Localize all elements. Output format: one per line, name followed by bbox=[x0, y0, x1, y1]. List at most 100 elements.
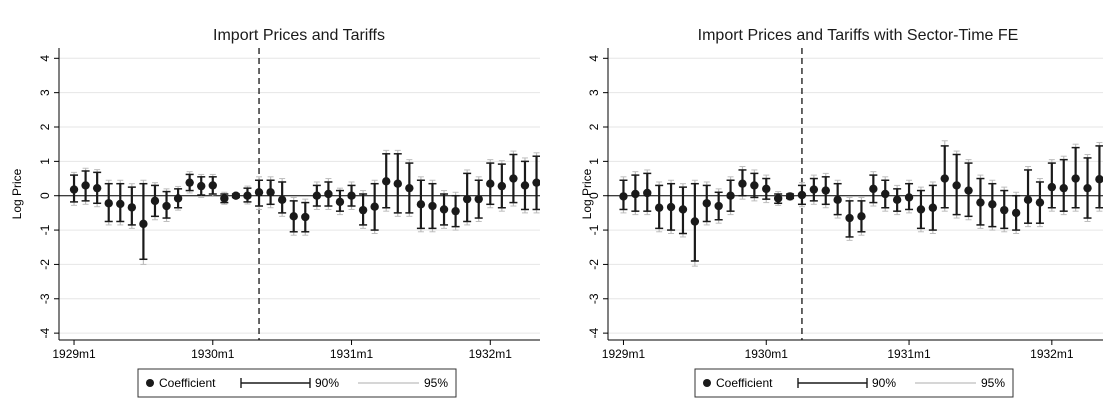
y-tick-label: -4 bbox=[587, 327, 601, 338]
y-tick-label: 1 bbox=[38, 158, 52, 165]
coefficient-point bbox=[738, 179, 747, 188]
coefficient-point bbox=[797, 190, 807, 200]
coefficient-point bbox=[266, 188, 275, 197]
coefficient-point bbox=[301, 212, 310, 222]
coefficient-point bbox=[976, 198, 985, 207]
coefficient-point bbox=[324, 189, 333, 199]
y-tick-label: 2 bbox=[38, 123, 52, 130]
coefficient-point bbox=[347, 191, 356, 200]
coefficient-point bbox=[358, 205, 368, 215]
coefficient-point bbox=[116, 199, 125, 209]
coefficient-point bbox=[486, 179, 495, 188]
y-tick-label: 3 bbox=[587, 89, 601, 96]
coefficient-point bbox=[277, 195, 287, 205]
coefficient-point bbox=[785, 192, 795, 201]
chart-title: Import Prices and Tariffs bbox=[213, 27, 385, 44]
coefficient-point bbox=[462, 194, 472, 204]
legend-ci90-label: 90% bbox=[872, 376, 896, 390]
y-tick-label: 0 bbox=[38, 192, 52, 199]
coefficient-point bbox=[289, 212, 298, 221]
legend-coefficient-marker bbox=[703, 379, 711, 387]
coefficient-point bbox=[185, 178, 194, 187]
coefficient-point bbox=[988, 200, 997, 209]
coefficient-point bbox=[197, 181, 206, 191]
coefficient-point bbox=[335, 197, 345, 207]
coefficient-point bbox=[773, 194, 783, 203]
coefficient-point bbox=[243, 191, 252, 200]
x-tick-label: 1929m1 bbox=[52, 347, 96, 361]
y-axis-label: Log Price bbox=[10, 168, 24, 219]
coefficient-point bbox=[1023, 195, 1033, 205]
x-tick-label: 1929m1 bbox=[602, 347, 646, 361]
legend-coefficient-label: Coefficient bbox=[716, 376, 773, 390]
coefficient-point bbox=[904, 193, 914, 202]
coefficient-point bbox=[231, 191, 241, 200]
legend-coefficient-label: Coefficient bbox=[159, 376, 216, 390]
coefficient-point bbox=[451, 206, 460, 216]
y-tick-label: -2 bbox=[38, 259, 52, 270]
y-axis-label: Log Price bbox=[580, 168, 594, 219]
data-marks bbox=[69, 149, 540, 265]
y-tick-label: -1 bbox=[587, 224, 601, 235]
y-tick-label: -3 bbox=[38, 293, 52, 304]
coefficient-point bbox=[69, 185, 79, 194]
coefficient-point bbox=[1000, 205, 1009, 215]
coefficient-point bbox=[940, 174, 949, 183]
coefficient-point bbox=[881, 189, 890, 199]
legend-coefficient-marker bbox=[146, 379, 154, 387]
legend-ci95-label: 95% bbox=[424, 376, 448, 390]
coefficient-point bbox=[821, 186, 830, 195]
y-tick-label: 2 bbox=[587, 123, 601, 130]
coefficient-point bbox=[405, 183, 414, 193]
y-tick-label: -2 bbox=[587, 259, 601, 270]
coefficient-point bbox=[1035, 198, 1045, 207]
chart-panel: -4 -3 -2 -1 0 1 2 3 4 1929m1 1930m1 1931m1 1932m1 Log… bbox=[580, 27, 1103, 398]
coefficient-point bbox=[809, 185, 819, 194]
coefficient-point bbox=[416, 200, 426, 209]
chart-legend: Coefficient 90% 95% bbox=[137, 368, 457, 398]
coefficient-point bbox=[726, 191, 735, 200]
coefficient-point bbox=[1059, 183, 1068, 193]
coefficient-point bbox=[1083, 183, 1092, 193]
coefficient-point bbox=[702, 199, 711, 208]
coefficient-point bbox=[208, 181, 217, 190]
legend-ci90-label: 90% bbox=[315, 376, 339, 390]
coefficient-point bbox=[220, 194, 229, 203]
coefficient-point bbox=[845, 213, 854, 223]
coefficient-point bbox=[439, 205, 449, 214]
coefficient-point bbox=[127, 203, 137, 212]
coefficient-point bbox=[370, 202, 379, 211]
coefficient-point bbox=[619, 192, 628, 201]
x-tick-label: 1931m1 bbox=[887, 347, 931, 361]
coefficient-point bbox=[666, 202, 676, 212]
coefficient-point bbox=[474, 194, 483, 204]
y-tick-label: -3 bbox=[587, 293, 601, 304]
plot-area bbox=[59, 48, 540, 340]
coefficient-point bbox=[139, 219, 148, 229]
coefficient-point bbox=[631, 189, 640, 199]
coefficient-point bbox=[892, 195, 902, 205]
y-tick-label: -4 bbox=[38, 327, 52, 338]
coefficient-point bbox=[162, 201, 171, 211]
coefficient-point bbox=[1095, 175, 1103, 184]
coefficient-point bbox=[173, 194, 183, 203]
plot-area bbox=[608, 48, 1103, 340]
coefficient-point bbox=[654, 203, 664, 212]
coefficient-point bbox=[509, 174, 518, 183]
coefficient-point bbox=[869, 184, 878, 194]
coefficient-point bbox=[382, 177, 391, 186]
coefficient-point bbox=[254, 188, 264, 197]
coefficient-point bbox=[150, 196, 160, 206]
y-tick-label: 4 bbox=[38, 55, 52, 62]
coefficient-point bbox=[750, 181, 759, 190]
coefficient-point bbox=[678, 205, 688, 214]
coefficient-point bbox=[1011, 208, 1021, 218]
coefficient-point bbox=[916, 205, 926, 214]
x-tick-label: 1930m1 bbox=[191, 347, 235, 361]
coefficient-point bbox=[857, 212, 866, 221]
y-tick-label: 1 bbox=[587, 158, 601, 165]
coefficient-point bbox=[762, 184, 771, 194]
coefficient-point bbox=[92, 183, 102, 193]
